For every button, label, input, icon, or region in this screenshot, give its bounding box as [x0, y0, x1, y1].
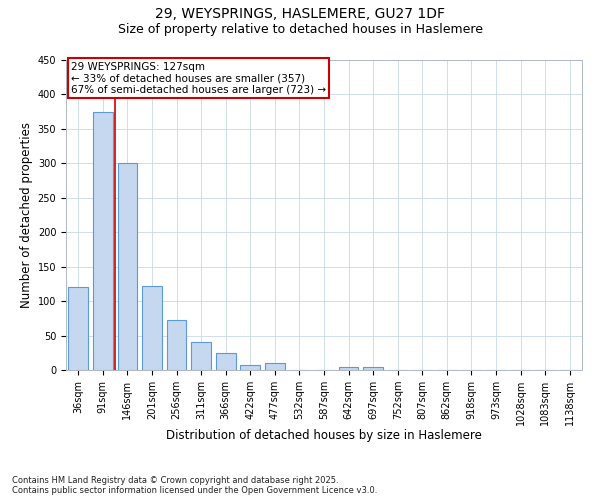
Bar [265, 363, 284, 370]
Bar [191, 342, 211, 370]
Y-axis label: Number of detached properties: Number of detached properties [20, 122, 34, 308]
Text: 29 WEYSPRINGS: 127sqm
← 33% of detached houses are smaller (357)
67% of semi-det: 29 WEYSPRINGS: 127sqm ← 33% of detached … [71, 62, 326, 95]
Bar [68, 288, 88, 370]
Text: 29, WEYSPRINGS, HASLEMERE, GU27 1DF: 29, WEYSPRINGS, HASLEMERE, GU27 1DF [155, 8, 445, 22]
Bar [241, 365, 260, 370]
Bar [339, 366, 358, 370]
X-axis label: Distribution of detached houses by size in Haslemere: Distribution of detached houses by size … [166, 430, 482, 442]
Bar [364, 366, 383, 370]
Bar [118, 164, 137, 370]
Bar [167, 320, 187, 370]
Bar [93, 112, 113, 370]
Bar [216, 353, 236, 370]
Bar [142, 286, 162, 370]
Text: Contains HM Land Registry data © Crown copyright and database right 2025.
Contai: Contains HM Land Registry data © Crown c… [12, 476, 377, 495]
Text: Size of property relative to detached houses in Haslemere: Size of property relative to detached ho… [118, 22, 482, 36]
